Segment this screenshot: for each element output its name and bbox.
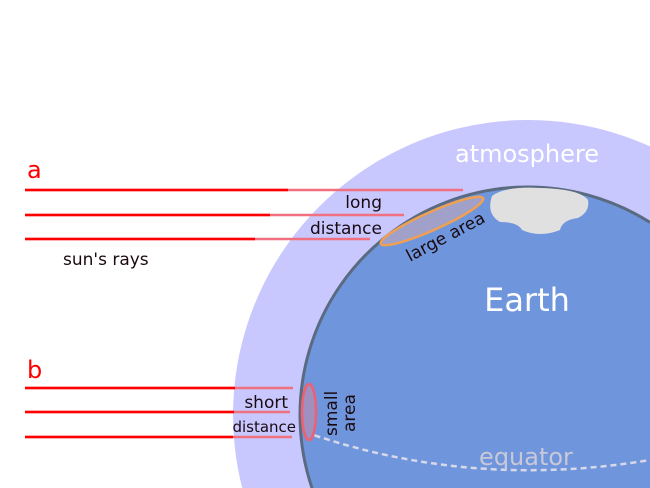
label-sun-rays: sun's rays [63,250,149,270]
label-long-distance: distance [310,219,382,239]
label-atmosphere: atmosphere [455,140,599,168]
rays-outside-atmosphere [25,188,288,439]
earth [300,187,650,488]
label-short-distance: distance [232,418,296,436]
small-area-ellipse [300,382,318,442]
label-small: small [322,391,342,436]
label-area: area [340,394,360,432]
continent [490,187,589,234]
label-earth: Earth [484,281,570,319]
equator-line [304,430,650,472]
label-a: a [27,156,42,184]
label-b: b [27,356,42,384]
label-equator: equator [479,443,573,471]
large-area-ellipse [379,195,485,247]
label-short: short [244,393,288,413]
label-long: long [345,193,382,213]
